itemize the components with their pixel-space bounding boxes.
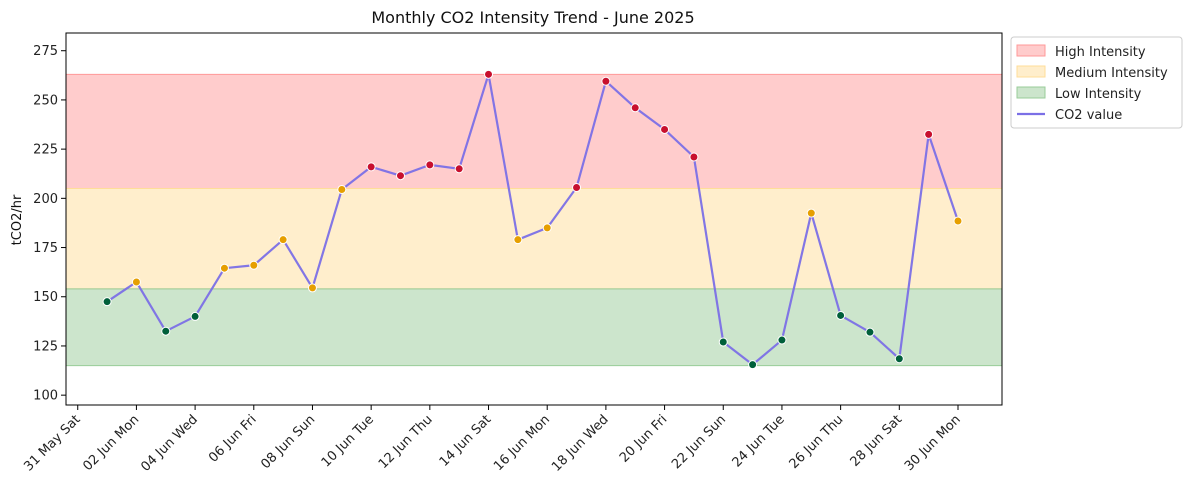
legend-swatch [1016, 86, 1046, 99]
data-point [161, 326, 171, 336]
legend-label: Medium Intensity [1055, 66, 1168, 81]
data-point [337, 184, 347, 194]
x-tick-label: 24 Jun Tue [730, 412, 788, 470]
y-tick-label: 125 [33, 339, 58, 354]
data-point [601, 76, 611, 86]
x-tick-label: 02 Jun Mon [80, 412, 142, 474]
data-point [718, 337, 728, 347]
series-line-co2 [106, 73, 960, 366]
legend-swatch [1016, 44, 1046, 57]
x-tick-label: 06 Jun Fri [206, 412, 259, 465]
x-tick-label: 22 Jun Sun [669, 412, 729, 472]
data-point [278, 235, 288, 245]
data-point [395, 171, 405, 181]
data-point [484, 69, 494, 79]
y-tick-label: 225 [33, 143, 58, 158]
chart-title: Monthly CO2 Intensity Trend - June 2025 [371, 8, 694, 27]
data-point [748, 360, 758, 370]
band-high-intensity [66, 74, 1002, 189]
data-point [924, 129, 934, 139]
x-tick-label: 04 Jun Wed [138, 412, 201, 475]
data-point [366, 162, 376, 172]
y-tick-label: 200 [33, 192, 58, 207]
x-tick-label: 16 Jun Mon [491, 412, 553, 474]
x-tick-label: 18 Jun Wed [549, 412, 612, 475]
legend-frame [1010, 36, 1183, 129]
y-tick-label: 150 [33, 290, 58, 305]
data-point [190, 311, 200, 321]
series-layer [102, 69, 963, 370]
data-point [953, 216, 963, 226]
data-point [102, 297, 112, 307]
y-axis-label: tCO2/hr [10, 194, 25, 245]
x-tick-label: 14 Jun Sat [437, 412, 495, 470]
plot-frame [65, 32, 1003, 406]
y-tick-label: 100 [33, 389, 58, 404]
data-point [513, 235, 523, 245]
data-point [660, 124, 670, 134]
legend-label: CO2 value [1055, 108, 1122, 123]
data-point [894, 354, 904, 364]
x-tick-label: 30 Jun Mon [902, 412, 964, 474]
x-tick-label: 28 Jun Sat [848, 412, 906, 470]
x-tick-label: 08 Jun Sun [258, 412, 318, 472]
y-tick-label: 250 [33, 93, 58, 108]
band-medium-intensity [66, 188, 1002, 289]
data-point [689, 152, 699, 162]
legend-label: Low Intensity [1055, 87, 1142, 102]
data-point [454, 164, 464, 174]
x-tick-label: 12 Jun Thu [376, 412, 436, 472]
data-point [219, 263, 229, 273]
data-point [572, 183, 582, 193]
y-tick-label: 275 [33, 44, 58, 59]
legend-swatch [1016, 65, 1046, 78]
data-point [307, 283, 317, 293]
data-point [131, 277, 141, 287]
data-point [777, 335, 787, 345]
data-point [542, 223, 552, 233]
legend: High Intensity Medium Intensity Low Intens… [1010, 36, 1183, 129]
data-point [249, 260, 259, 270]
legend-label: High Intensity [1055, 45, 1146, 60]
data-point [806, 208, 816, 218]
y-tick-label: 175 [33, 241, 58, 256]
data-point [836, 310, 846, 320]
data-point [865, 327, 875, 337]
x-tick-label: 26 Jun Thu [787, 412, 847, 472]
x-tick-label: 10 Jun Tue [319, 412, 377, 470]
x-tick-label: 31 May Sat [21, 412, 83, 474]
band-low-intensity [66, 288, 1002, 366]
intensity-bands [66, 73, 1002, 367]
x-tick-label: 20 Jun Fri [617, 412, 670, 465]
data-point [630, 103, 640, 113]
data-point [425, 160, 435, 170]
